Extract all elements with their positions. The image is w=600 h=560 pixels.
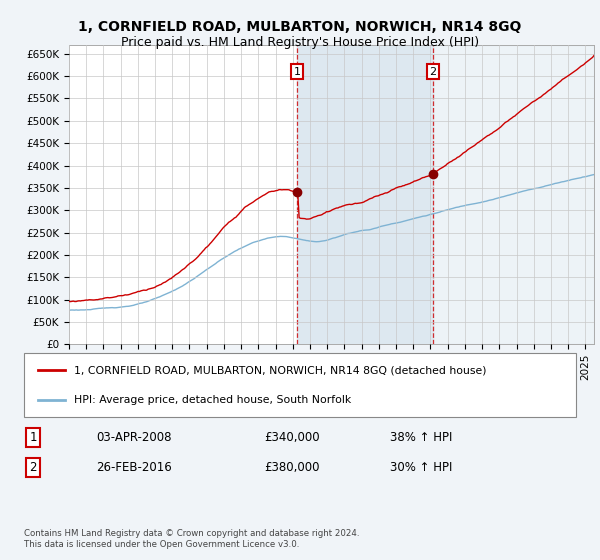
Text: Price paid vs. HM Land Registry's House Price Index (HPI): Price paid vs. HM Land Registry's House … xyxy=(121,36,479,49)
Text: 1, CORNFIELD ROAD, MULBARTON, NORWICH, NR14 8GQ (detached house): 1, CORNFIELD ROAD, MULBARTON, NORWICH, N… xyxy=(74,365,486,375)
Text: 2: 2 xyxy=(430,67,437,77)
Bar xyxy=(433,45,594,344)
Text: 03-APR-2008: 03-APR-2008 xyxy=(96,431,172,445)
Text: HPI: Average price, detached house, South Norfolk: HPI: Average price, detached house, Sout… xyxy=(74,395,351,405)
Text: 26-FEB-2016: 26-FEB-2016 xyxy=(96,461,172,474)
Bar xyxy=(297,45,433,344)
Text: 1: 1 xyxy=(29,431,37,445)
Text: £380,000: £380,000 xyxy=(264,461,320,474)
Text: 2: 2 xyxy=(29,461,37,474)
Text: 38% ↑ HPI: 38% ↑ HPI xyxy=(390,431,452,445)
Text: 30% ↑ HPI: 30% ↑ HPI xyxy=(390,461,452,474)
Text: 1, CORNFIELD ROAD, MULBARTON, NORWICH, NR14 8GQ: 1, CORNFIELD ROAD, MULBARTON, NORWICH, N… xyxy=(79,20,521,34)
Text: Contains HM Land Registry data © Crown copyright and database right 2024.
This d: Contains HM Land Registry data © Crown c… xyxy=(24,529,359,549)
Text: £340,000: £340,000 xyxy=(264,431,320,445)
Text: 1: 1 xyxy=(293,67,301,77)
FancyBboxPatch shape xyxy=(24,353,576,417)
